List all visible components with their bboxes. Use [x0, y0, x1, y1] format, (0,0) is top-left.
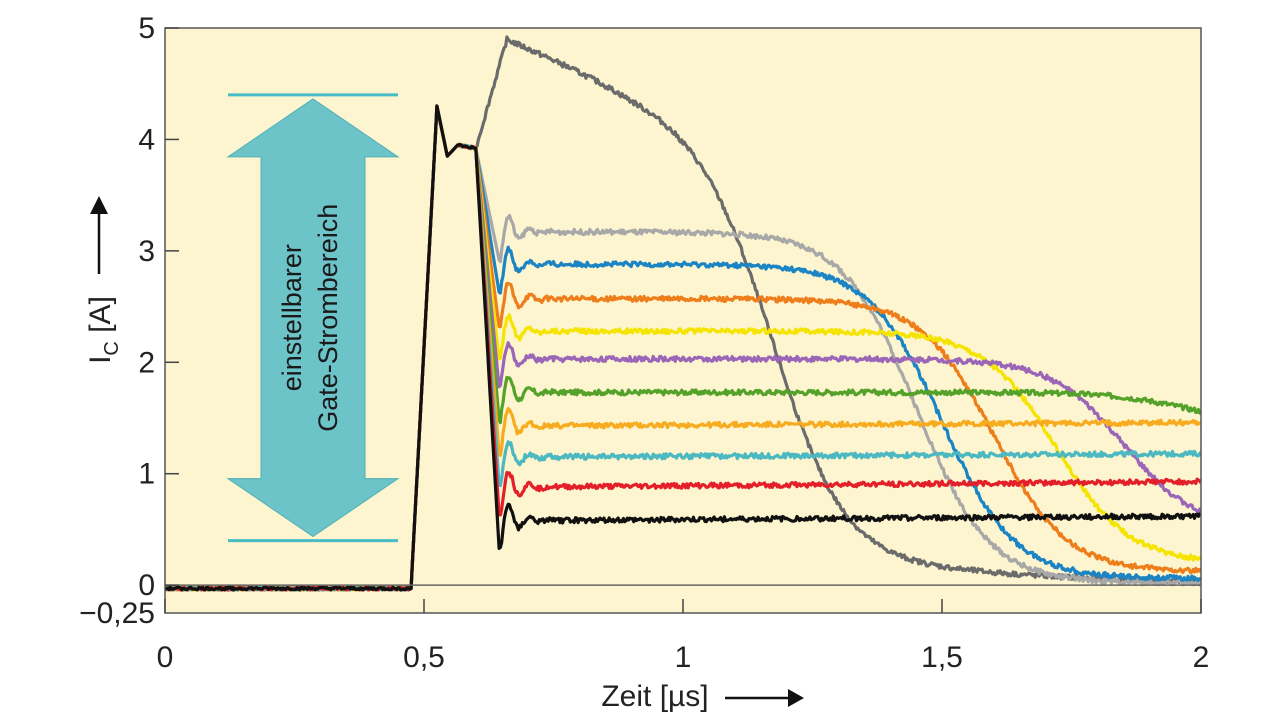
- y-tick-label: 1: [138, 458, 155, 491]
- y-tick-label: −0,25: [79, 597, 155, 630]
- annotation-line-1: einstellbarer: [277, 244, 307, 391]
- x-axis-label: Zeit [µs]: [601, 680, 708, 713]
- x-axis-arrow-head: [788, 689, 804, 707]
- x-tick-label: 1,5: [921, 641, 963, 674]
- y-axis-label-symbol: I: [84, 356, 117, 364]
- x-tick-label: 0,5: [403, 641, 445, 674]
- y-tick-label: 5: [138, 12, 155, 45]
- y-tick-label: 0: [138, 569, 155, 602]
- y-axis-label: IC [A]: [84, 296, 123, 364]
- x-tick-label: 0: [157, 641, 174, 674]
- y-tick-label: 3: [138, 235, 155, 268]
- axes: 0 0,5 1 1,5 2 −0,250 1 2 3 4 5 Zeit [µs] IC [A]: [79, 12, 1209, 713]
- y-axis-label-subscript: C: [101, 341, 123, 355]
- series-line-11: [165, 104, 1201, 592]
- y-axis-arrow-head: [90, 196, 108, 214]
- annotation-line-2: Gate-Strombereich: [313, 204, 343, 432]
- gate-current-range-annotation: einstellbarer Gate-Strombereich: [226, 93, 400, 543]
- y-tick-label: 2: [138, 346, 155, 379]
- y-tick-label: 4: [138, 123, 155, 156]
- series-group: [165, 35, 1201, 592]
- double-arrow: [226, 98, 400, 538]
- y-axis-label-unit: [A]: [84, 296, 117, 341]
- x-tick-label: 1: [675, 641, 692, 674]
- x-tick-label: 2: [1193, 641, 1210, 674]
